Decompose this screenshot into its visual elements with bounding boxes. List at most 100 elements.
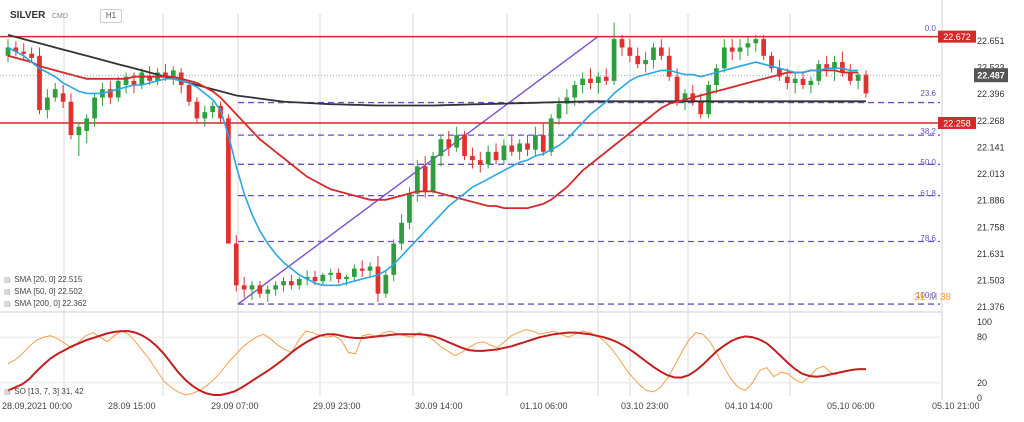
candle-body [596, 76, 601, 83]
candle-body [548, 118, 554, 152]
candle-body [855, 74, 861, 81]
candle-body [344, 276, 349, 280]
settings-icon[interactable]: ▤ [4, 277, 11, 284]
y-tick-label: 22.268 [977, 116, 1005, 126]
legend-so-text: SO [13, 7, 3] 31, 42 [14, 387, 84, 396]
candle-body [454, 135, 460, 148]
candle-body [800, 78, 806, 86]
last-price-badge-bg [974, 68, 1008, 83]
candle-body [816, 64, 822, 81]
candle-body [68, 101, 74, 136]
candle-body [312, 276, 318, 282]
x-tick-label: 05.10 21:00 [932, 401, 980, 411]
candle-body [84, 118, 90, 131]
candle-body [131, 80, 137, 86]
candle-body [21, 51, 27, 54]
fib-level-label: 23.6 [920, 89, 936, 98]
candle-body [863, 74, 869, 94]
y-tick-label: 22.523 [977, 63, 1005, 73]
candle-body [359, 268, 365, 271]
candle-body [139, 72, 145, 86]
candle-body [824, 64, 830, 69]
candle-body [336, 272, 341, 280]
legend-sma20[interactable]: ▤ SMA [20, 0] 22.515 [4, 275, 82, 284]
candle-body [304, 276, 310, 280]
x-tick-label: 01.10 06:00 [520, 401, 568, 411]
sma50-line [7, 54, 859, 210]
candle-body [753, 39, 759, 44]
candle-body [210, 105, 216, 113]
candle-body [92, 97, 97, 119]
candle-body [375, 266, 381, 294]
candle-body [265, 289, 271, 294]
x-tick-label: 28.09 15:00 [108, 401, 156, 411]
candle-body [438, 139, 444, 156]
candle-body [540, 135, 546, 152]
candle-body [651, 47, 656, 60]
candle-body [241, 285, 247, 290]
candle-body [666, 55, 672, 77]
y-tick-label: 22.013 [977, 169, 1005, 179]
candle-body [186, 85, 192, 102]
candle-body [564, 97, 570, 104]
candle-body [257, 285, 263, 294]
candle-body [714, 68, 719, 86]
candle-body [477, 160, 483, 165]
fib-level-label: 100.0 [916, 291, 937, 300]
candle-body [233, 243, 239, 286]
candle-body [769, 55, 774, 69]
legend-sma50-text: SMA [50, 0] 22.502 [14, 287, 83, 296]
resistance-badge-text: 22.672 [943, 32, 971, 42]
resistance-badge-bg [938, 30, 976, 43]
last-price-badge-text: 22.487 [977, 71, 1005, 81]
legend-sma20-text: SMA [20, 0] 22.515 [14, 275, 83, 284]
legend-sma50[interactable]: ▤ SMA [50, 0] 22.502 [4, 287, 82, 296]
countdown-unit: M [929, 292, 937, 303]
candle-body [847, 72, 853, 81]
osc-y-tick-label: 20 [977, 378, 987, 388]
y-tick-label: 22.396 [977, 89, 1005, 99]
settings-icon[interactable]: ▤ [4, 301, 11, 308]
candle-body [446, 139, 452, 148]
candle-body [273, 285, 278, 290]
legend-sma200[interactable]: ▤ SMA [200, 0] 22.362 [4, 299, 87, 308]
candle-body [163, 72, 168, 77]
timeframe-selector[interactable]: H1 [100, 9, 122, 23]
x-tick-label: 30.09 14:00 [415, 401, 463, 411]
candle-body [430, 155, 436, 192]
x-tick-label: 04.10 14:00 [725, 401, 773, 411]
candle-body [619, 39, 625, 48]
source-label: CMD [52, 13, 68, 20]
y-tick-label: 22.651 [977, 36, 1005, 46]
x-tick-label: 29.09 07:00 [211, 401, 259, 411]
candle-body [784, 76, 790, 83]
candle-body [761, 39, 767, 56]
candle-body [611, 39, 617, 81]
candle-body [674, 76, 680, 102]
symbol-label[interactable]: SILVER [10, 10, 46, 21]
candle-body [572, 85, 578, 98]
y-tick-label: 21.758 [977, 222, 1005, 232]
legend-so[interactable]: ▤ SO [13, 7, 3] 31, 42 [4, 387, 84, 396]
candle-body [658, 47, 664, 56]
settings-icon[interactable]: ▤ [4, 389, 11, 396]
candle-body [462, 135, 467, 156]
candle-body [147, 76, 153, 81]
candle-body [414, 166, 420, 194]
fib-level-label: 50.0 [920, 158, 936, 167]
candle-body [170, 70, 176, 77]
candle-body [44, 97, 50, 111]
candle-body [52, 89, 58, 98]
x-tick-label: 05.10 06:00 [827, 401, 875, 411]
candle-body [501, 145, 507, 161]
candle-body [328, 272, 334, 275]
legend-sma200-text: SMA [200, 0] 22.362 [14, 299, 87, 308]
candle-body [289, 281, 294, 286]
candle-body [107, 89, 113, 98]
candle-body [281, 281, 286, 286]
candle-body [580, 78, 585, 86]
settings-icon[interactable]: ▤ [4, 289, 11, 296]
candle-body [832, 62, 837, 69]
candle-body [320, 274, 326, 282]
